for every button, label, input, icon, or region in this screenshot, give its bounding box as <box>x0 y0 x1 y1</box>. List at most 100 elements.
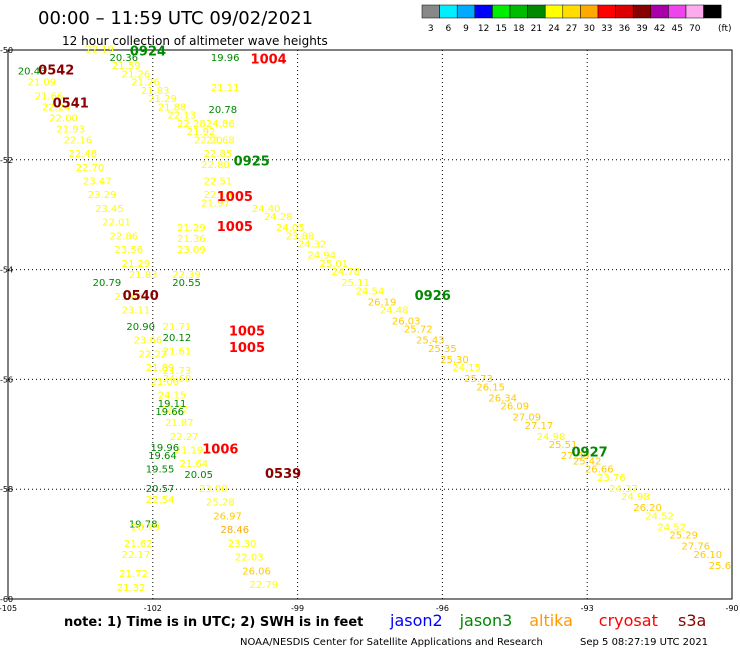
wave-height-point: 23.66 <box>134 336 163 347</box>
wave-height-point: 22.19 <box>85 45 114 56</box>
wave-height-point: 21.87 <box>165 418 194 429</box>
wave-height-point: 23.45 <box>95 204 124 215</box>
wave-height-point: 21.72 <box>119 569 148 580</box>
pass-time-label: 1005 <box>217 190 253 205</box>
wave-height-point: 26.97 <box>213 511 242 522</box>
wave-height-point: 24.15 <box>158 391 187 402</box>
wave-height-point: 22.20 <box>194 135 223 146</box>
wave-height-point: 25.30 <box>440 355 469 366</box>
scale-label: 15 <box>495 24 506 34</box>
scale-label: 45 <box>671 24 682 34</box>
wave-height-point: 22.24 <box>42 102 71 113</box>
wave-height-point: 21.88 <box>158 102 187 113</box>
map-title: 00:00 – 11:59 UTC 09/02/2021 <box>38 8 313 29</box>
wave-height-point: 22.01 <box>102 218 131 229</box>
satellite-legend-item: cryosat <box>599 611 658 630</box>
scale-swatch <box>632 4 652 19</box>
wave-height-values: 22.1920.3621.5921.2621.2621.8321.2921.88… <box>18 45 731 594</box>
satellite-legend-item: jason3 <box>459 611 513 630</box>
wave-height-point: 22.85 <box>204 149 233 160</box>
wave-height-point: 24.98 <box>621 492 650 503</box>
wave-height-point: 26.03 <box>392 317 421 328</box>
wave-height-point: 22.68 <box>206 135 235 146</box>
lat-tick-label: -52 <box>0 156 13 165</box>
scale-swatch <box>580 4 599 19</box>
wave-height-point: 25.11 <box>341 278 370 289</box>
scale-swatch <box>474 4 493 19</box>
wave-height-point: 27.39 <box>561 451 590 462</box>
wave-height-point: 23.88 <box>286 231 315 242</box>
wave-height-point: 24.37 <box>609 484 638 495</box>
pass-time-label: 1004 <box>251 53 287 68</box>
wave-height-point: 19.66 <box>155 407 184 418</box>
scale-swatch <box>509 4 528 19</box>
scale-swatch <box>544 4 564 19</box>
wave-height-point: 22.28 <box>177 119 206 130</box>
wave-height-point: 23.47 <box>83 177 112 188</box>
scale-label: 39 <box>636 24 648 34</box>
pass-time-label: 0927 <box>572 445 608 460</box>
wave-height-point: 19.11 <box>158 399 187 410</box>
scale-label: 24 <box>548 24 560 34</box>
wave-height-point: 24.32 <box>298 240 327 251</box>
wave-height-point: 20.57 <box>146 484 175 495</box>
wave-height-point: 22.86 <box>110 231 139 242</box>
wave-height-point: 20.90 <box>126 322 155 333</box>
pass-time-label: 1005 <box>229 341 265 356</box>
wave-height-point: 21.19 <box>175 446 204 457</box>
wave-height-point: 19.55 <box>146 465 175 476</box>
wave-height-point: 22.39 <box>172 270 201 281</box>
scale-bin: 36 <box>615 4 634 34</box>
wave-height-point: 28.46 <box>221 525 250 536</box>
wave-height-point: 24.28 <box>264 212 293 223</box>
wave-height-point: 27.76 <box>681 542 710 553</box>
wave-height-point: 20.78 <box>208 105 237 116</box>
wave-height-point: 21.93 <box>56 124 85 135</box>
wave-height-point: 21.11 <box>211 83 240 94</box>
lon-tick-label: -90 <box>725 604 738 613</box>
wave-height-point: 25.29 <box>669 531 698 542</box>
lon-tick-label: -102 <box>144 604 162 613</box>
pass-time-label: 1005 <box>217 220 253 235</box>
scale-bin: 21 <box>527 4 546 34</box>
wave-height-point: 21.29 <box>177 223 206 234</box>
pass-time-label: 0540 <box>123 289 159 304</box>
wave-height-point: 23.09 <box>177 245 206 256</box>
wave-height-point: 22.00 <box>49 113 78 124</box>
wave-height-point: 20.12 <box>163 333 192 344</box>
wave-height-point: 20.79 <box>131 522 160 533</box>
wave-height-point: 24.52 <box>657 522 686 533</box>
wave-height-point: 22.19 <box>204 190 233 201</box>
wave-height-point: 20.43 <box>18 67 47 78</box>
map-subtitle: 12 hour collection of altimeter wave hei… <box>62 34 328 48</box>
wave-height-point: 21.89 <box>146 363 175 374</box>
wave-height-point: 22.51 <box>204 177 233 188</box>
wave-height-point: 20.36 <box>110 53 139 64</box>
wave-height-point: 25.28 <box>206 498 235 509</box>
wave-height-point: 24.86 <box>206 119 235 130</box>
wave-height-point: 25.35 <box>428 344 457 355</box>
pass-time-label: 0542 <box>38 64 74 79</box>
wave-height-point: 25.73 <box>464 374 493 385</box>
wave-height-point: 21.00 <box>151 377 180 388</box>
wave-height-point: 21.26 <box>122 69 151 80</box>
wave-height-point: 21.32 <box>117 583 146 594</box>
lat-tick-label: -58 <box>0 485 13 494</box>
wave-height-point: 19.96 <box>211 53 240 64</box>
scale-label: 9 <box>463 24 469 34</box>
scale-bin: 42 <box>650 4 669 34</box>
wave-height-point: 21.61 <box>163 347 192 358</box>
wave-height-point: 22.70 <box>76 163 105 174</box>
scale-bin <box>703 4 722 19</box>
wave-height-point: 24.98 <box>537 432 566 443</box>
pass-time-label: 1006 <box>202 443 238 458</box>
lon-tick-label: -105 <box>0 604 17 613</box>
wave-height-point: 24.54 <box>356 286 385 297</box>
longitude-labels: -105 -102 -99 -96 -93 -90 <box>0 604 739 613</box>
footer-credit: NOAA/NESDIS Center for Satellite Applica… <box>240 637 543 648</box>
pass-time-label: 0926 <box>415 289 451 304</box>
wave-height-point: 21.29 <box>122 259 151 270</box>
pass-time-label: 1005 <box>229 324 265 339</box>
